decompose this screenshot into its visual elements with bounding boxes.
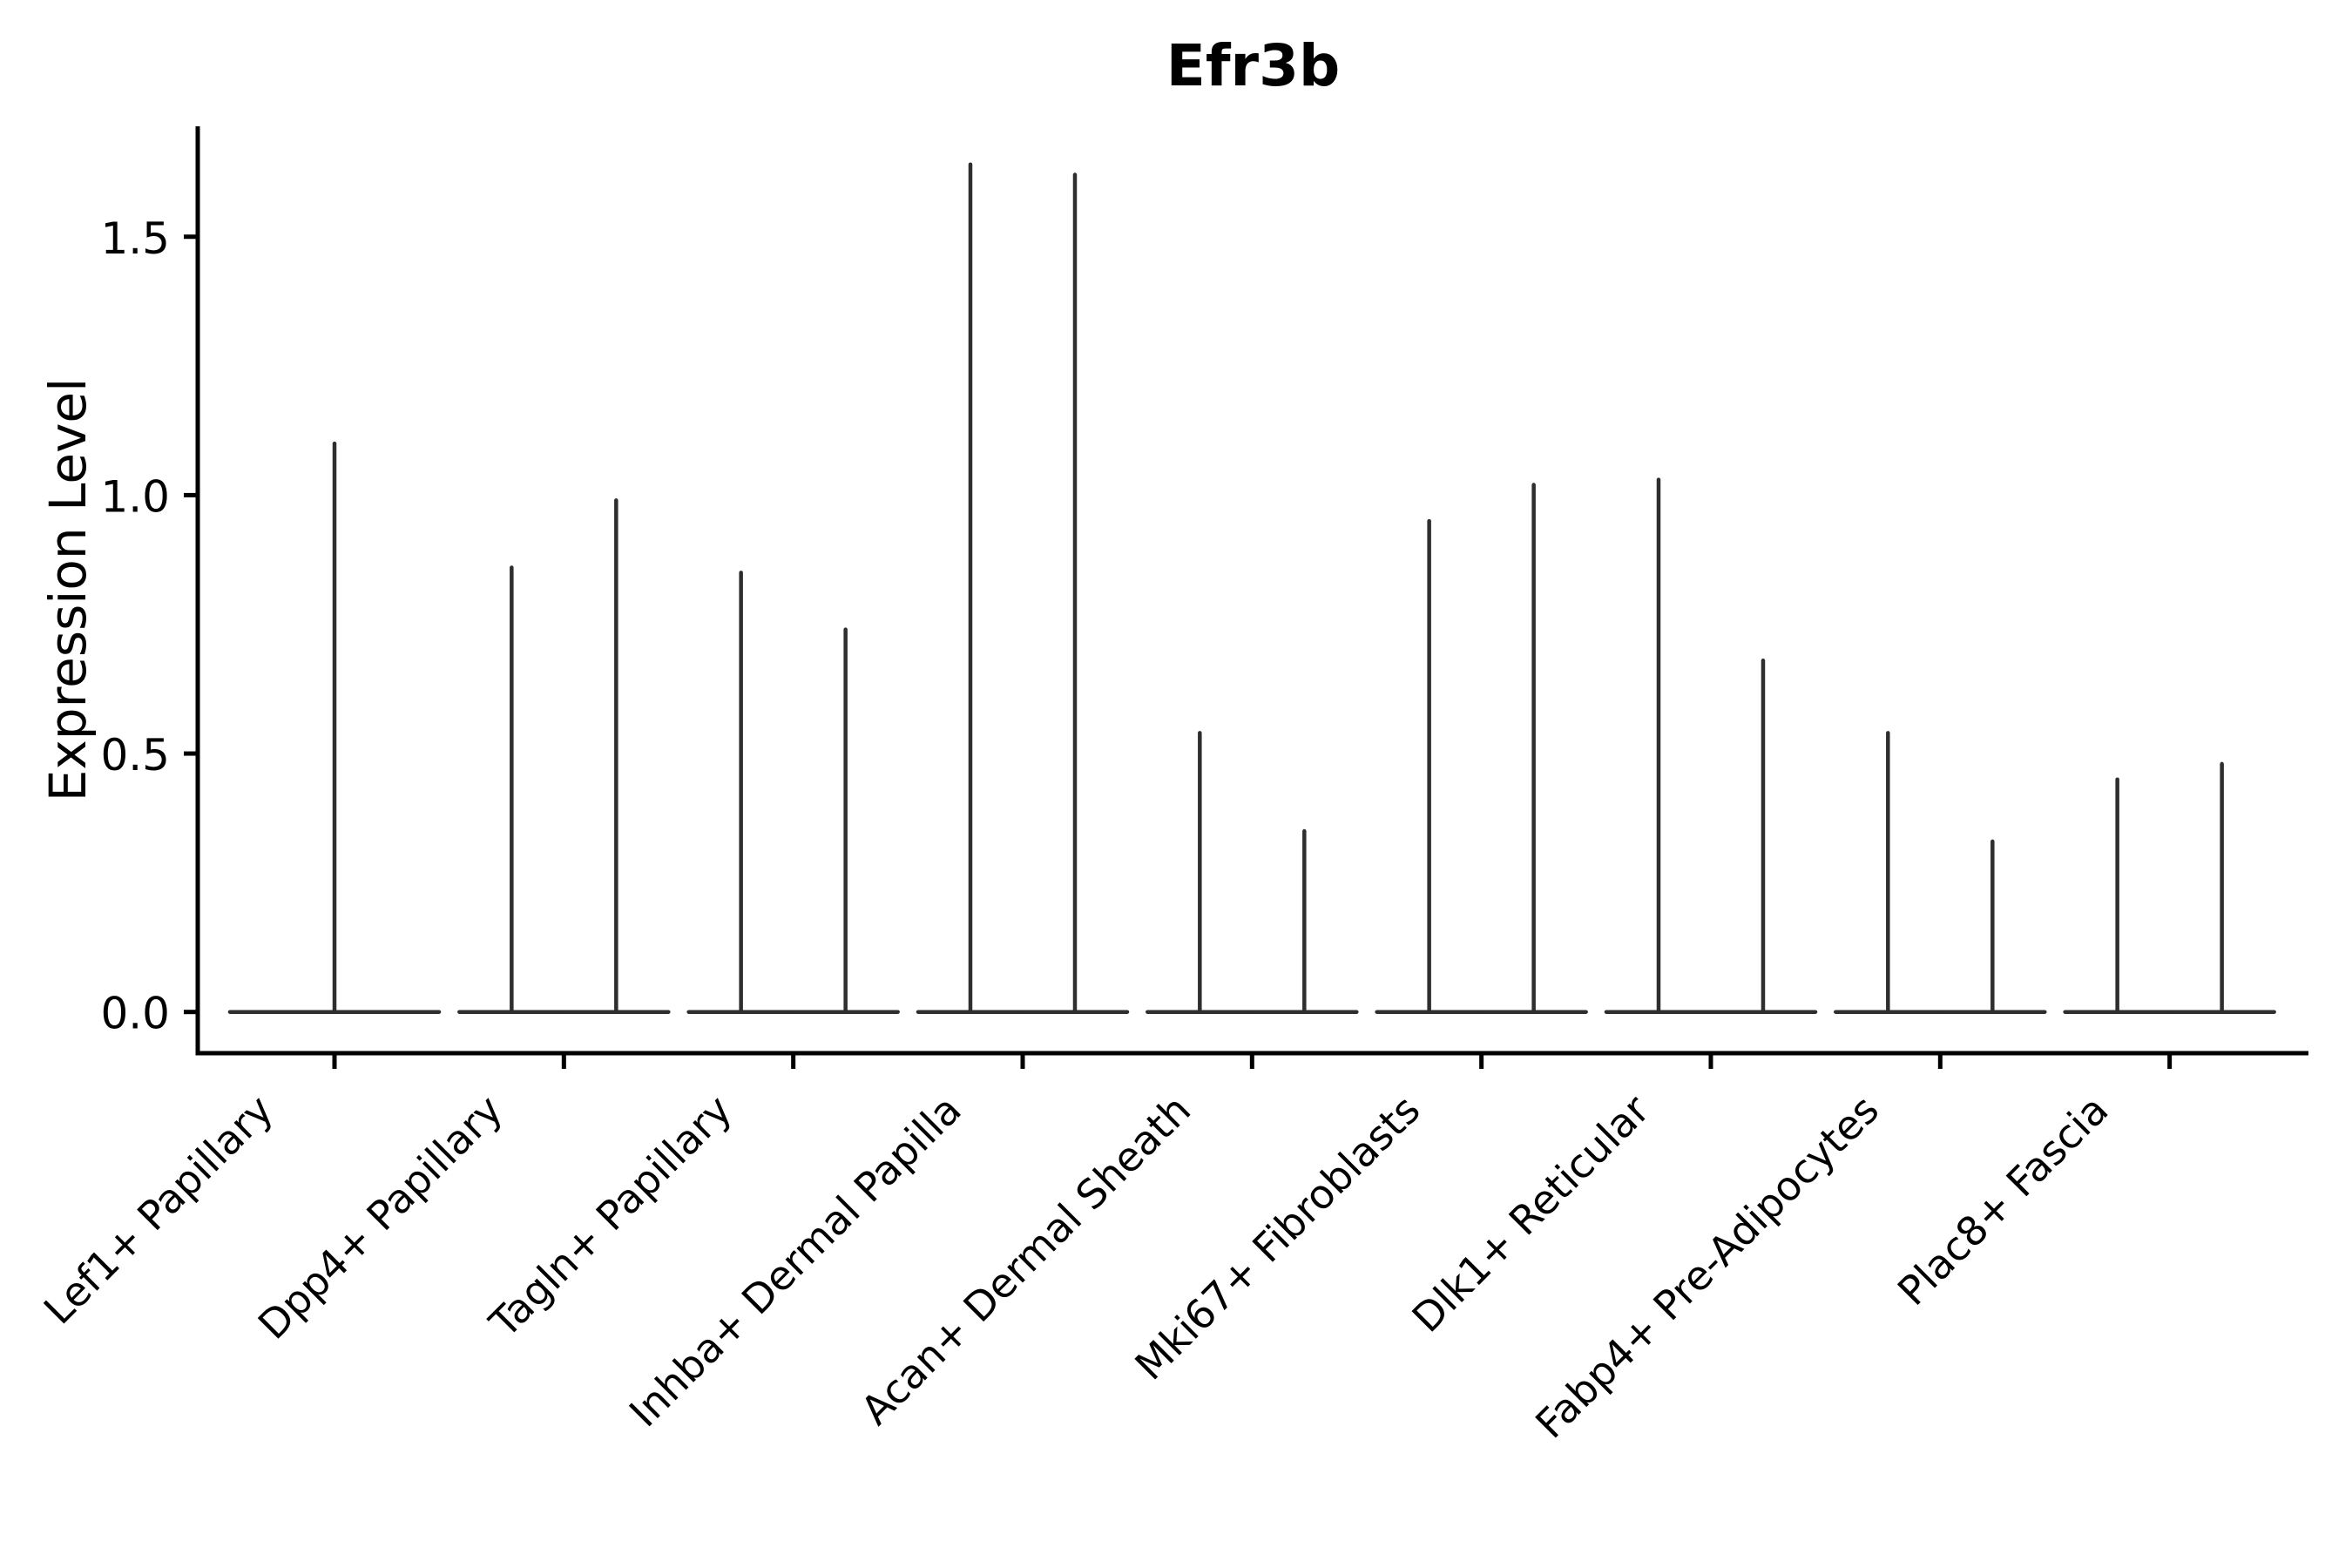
x-tick-label: Dlk1+ Reticular [1403, 1086, 1659, 1342]
x-tick-label: Plac8+ Fascia [1889, 1086, 2117, 1315]
y-tick-label: 0.0 [100, 989, 170, 1039]
y-tick-label: 0.5 [100, 730, 170, 781]
x-tick-label: Dpp4+ Papillary [249, 1086, 511, 1348]
chart-title: Efr3b [1166, 32, 1341, 99]
x-tick-label: Lef1+ Papillary [35, 1086, 282, 1334]
y-tick-label: 1.5 [100, 213, 170, 264]
y-tick-label: 1.0 [100, 471, 170, 522]
x-tick-label: Tagln+ Papillary [480, 1086, 741, 1348]
